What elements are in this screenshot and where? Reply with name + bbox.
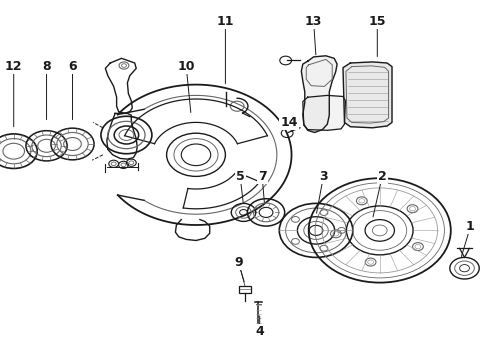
Text: 2: 2 xyxy=(378,170,387,183)
Polygon shape xyxy=(343,62,392,128)
Polygon shape xyxy=(301,56,337,132)
Text: 3: 3 xyxy=(319,170,328,183)
Text: 4: 4 xyxy=(255,325,264,338)
Text: 7: 7 xyxy=(258,170,267,183)
Text: 1: 1 xyxy=(466,220,475,233)
Text: 8: 8 xyxy=(42,60,51,73)
Text: 15: 15 xyxy=(368,15,386,28)
Text: 14: 14 xyxy=(280,116,298,129)
Text: 10: 10 xyxy=(177,60,195,73)
Text: 13: 13 xyxy=(305,15,322,28)
Polygon shape xyxy=(303,95,345,130)
Text: 5: 5 xyxy=(236,170,245,183)
Bar xyxy=(239,286,251,293)
Text: 9: 9 xyxy=(234,256,243,269)
Text: 12: 12 xyxy=(5,60,23,73)
Text: 6: 6 xyxy=(68,60,77,73)
Text: 11: 11 xyxy=(217,15,234,28)
